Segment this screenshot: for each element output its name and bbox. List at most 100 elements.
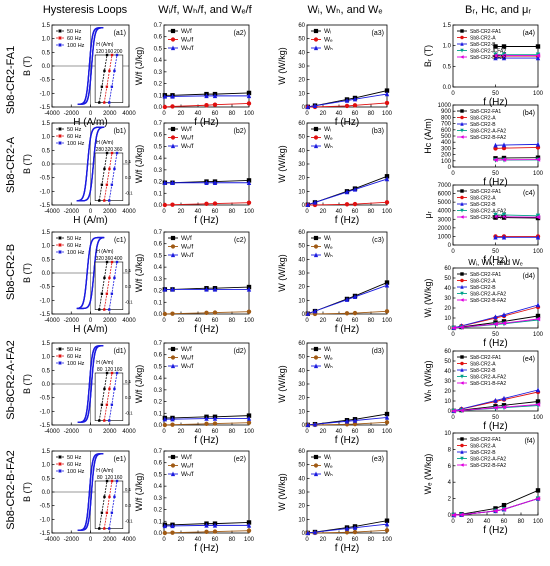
- inset-point: [113, 69, 116, 73]
- inset-point: [108, 387, 111, 391]
- data-point: [493, 314, 498, 320]
- legend-marker: [58, 347, 62, 351]
- data-point: [384, 309, 390, 314]
- y-tick-label: 400: [441, 140, 452, 146]
- chart-e2: 0 20 40 60 80 100 0.0 0.1 0.2 0.3 0.4 0.5 0.6 0.7 f (H…: [134, 449, 255, 554]
- x-tick-label: 0: [451, 171, 455, 177]
- data-point: [162, 416, 168, 422]
- y-tick-label: 0.0: [154, 423, 163, 429]
- y-tick-label: 0.3: [154, 168, 163, 174]
- data-point: [384, 521, 390, 527]
- y-tick-label: 1.0: [42, 463, 51, 469]
- inset-curve: [108, 54, 118, 103]
- y-tick-label: 6000: [438, 192, 452, 198]
- inset-point: [103, 69, 106, 73]
- legend-item: Wₑ/f: [181, 37, 193, 44]
- row-title-fa1: Sb8-CR2-FA1: [5, 46, 17, 114]
- data-point: [246, 101, 252, 106]
- y-tick-label: 0: [302, 203, 306, 209]
- hysteresis-loop: [77, 345, 104, 423]
- col-title-bhm: Bᵣ, Hᴄ, and μᵣ: [465, 4, 531, 16]
- data-point: [460, 109, 464, 113]
- legend-item: 50 Hz: [67, 127, 82, 133]
- data-point: [313, 355, 319, 360]
- y-tick-label: 20: [298, 285, 305, 291]
- y-tick-label: -0.5: [40, 396, 51, 402]
- x-tick-label: 80: [229, 429, 236, 435]
- y-tick-label: 1.5: [443, 23, 452, 29]
- y-tick-label: 100: [441, 159, 452, 165]
- x-axis-label: f (Hz): [194, 543, 218, 554]
- legend-marker: [58, 462, 62, 466]
- x-tick-label: 80: [229, 209, 236, 215]
- data-point: [246, 522, 252, 528]
- x-tick-label: 4000: [122, 318, 136, 324]
- y-tick-label: 0.0: [42, 382, 51, 388]
- y-tick-label: -1.0: [40, 298, 51, 304]
- legend-item: Wᵢ: [324, 126, 331, 133]
- data-point: [535, 53, 541, 58]
- y-tick-label: 30: [298, 64, 305, 70]
- x-tick-label: 0: [162, 318, 166, 324]
- series: [305, 414, 390, 428]
- inset-point: [115, 151, 119, 155]
- data-point: [212, 286, 218, 292]
- panel-label: (c3): [372, 237, 384, 244]
- y-tick-label: 0: [448, 326, 452, 332]
- series: [162, 101, 252, 110]
- panel-label: (e1): [114, 456, 126, 463]
- inset-point: [115, 53, 119, 57]
- x-axis-label: f (Hz): [335, 215, 359, 226]
- y-tick-label: 700: [441, 122, 452, 128]
- y-tick-label: 0.2: [154, 400, 163, 406]
- legend-marker: [58, 455, 62, 459]
- legend-item: Sb8-CR2-A-FA2: [470, 292, 506, 298]
- x-axis-label: f (Hz): [335, 117, 359, 128]
- x-tick-label: 80: [368, 537, 375, 543]
- data-point: [313, 143, 319, 149]
- y-tick-label: 0: [448, 513, 452, 519]
- data-point: [246, 93, 252, 99]
- x-tick-label: -4000: [44, 209, 60, 215]
- legend-item: 100 Hz: [67, 250, 85, 256]
- data-point: [501, 312, 507, 317]
- data-point: [501, 319, 507, 324]
- x-tick-label: 100: [382, 209, 393, 215]
- data-point: [352, 529, 358, 535]
- x-tick-label: 100: [244, 111, 255, 117]
- data-point: [384, 174, 390, 179]
- y-tick-label: -0.5: [40, 504, 51, 510]
- legend: Sb8-CR2-FA1Sb8-CR2-ASb8-CR2-BSb8-CR2-A-F…: [457, 189, 506, 221]
- x-axis-label: f (Hz): [483, 338, 507, 349]
- y-tick-label: 0.0: [42, 271, 51, 277]
- data-point: [305, 311, 310, 316]
- y-tick-label: -1.5: [40, 203, 51, 209]
- series: [493, 212, 541, 219]
- y-tick-label: 0.5: [42, 476, 51, 482]
- data-point: [170, 135, 176, 140]
- x-tick-label: -4000: [44, 318, 60, 324]
- data-point: [246, 286, 252, 292]
- legend-item: Sb8-CR2-B: [470, 450, 496, 456]
- inset-tick-label: 280: [96, 147, 105, 153]
- data-point: [458, 325, 464, 330]
- legend: Wᵢ/f Wₑ/fWₕ/f: [168, 28, 194, 52]
- legend-item: 60 Hz: [67, 36, 82, 42]
- inset-tick-label: 120: [96, 49, 105, 55]
- data-point: [458, 408, 464, 413]
- y-tick-label: 60: [298, 449, 305, 455]
- legend-item: Wᵢ: [324, 235, 331, 242]
- y-tick-label: 0.4: [154, 484, 163, 490]
- inset-point: [98, 199, 101, 202]
- y-tick-label: 0.6: [154, 242, 163, 248]
- x-axis-label: H (A/m): [73, 215, 107, 226]
- data-point: [451, 408, 457, 414]
- inset-point: [113, 167, 116, 171]
- y-tick-label: -1.5: [40, 312, 51, 318]
- x-tick-label: 20: [320, 429, 327, 435]
- data-point: [246, 520, 252, 525]
- data-point: [451, 325, 457, 331]
- x-tick-label: 0: [451, 519, 455, 525]
